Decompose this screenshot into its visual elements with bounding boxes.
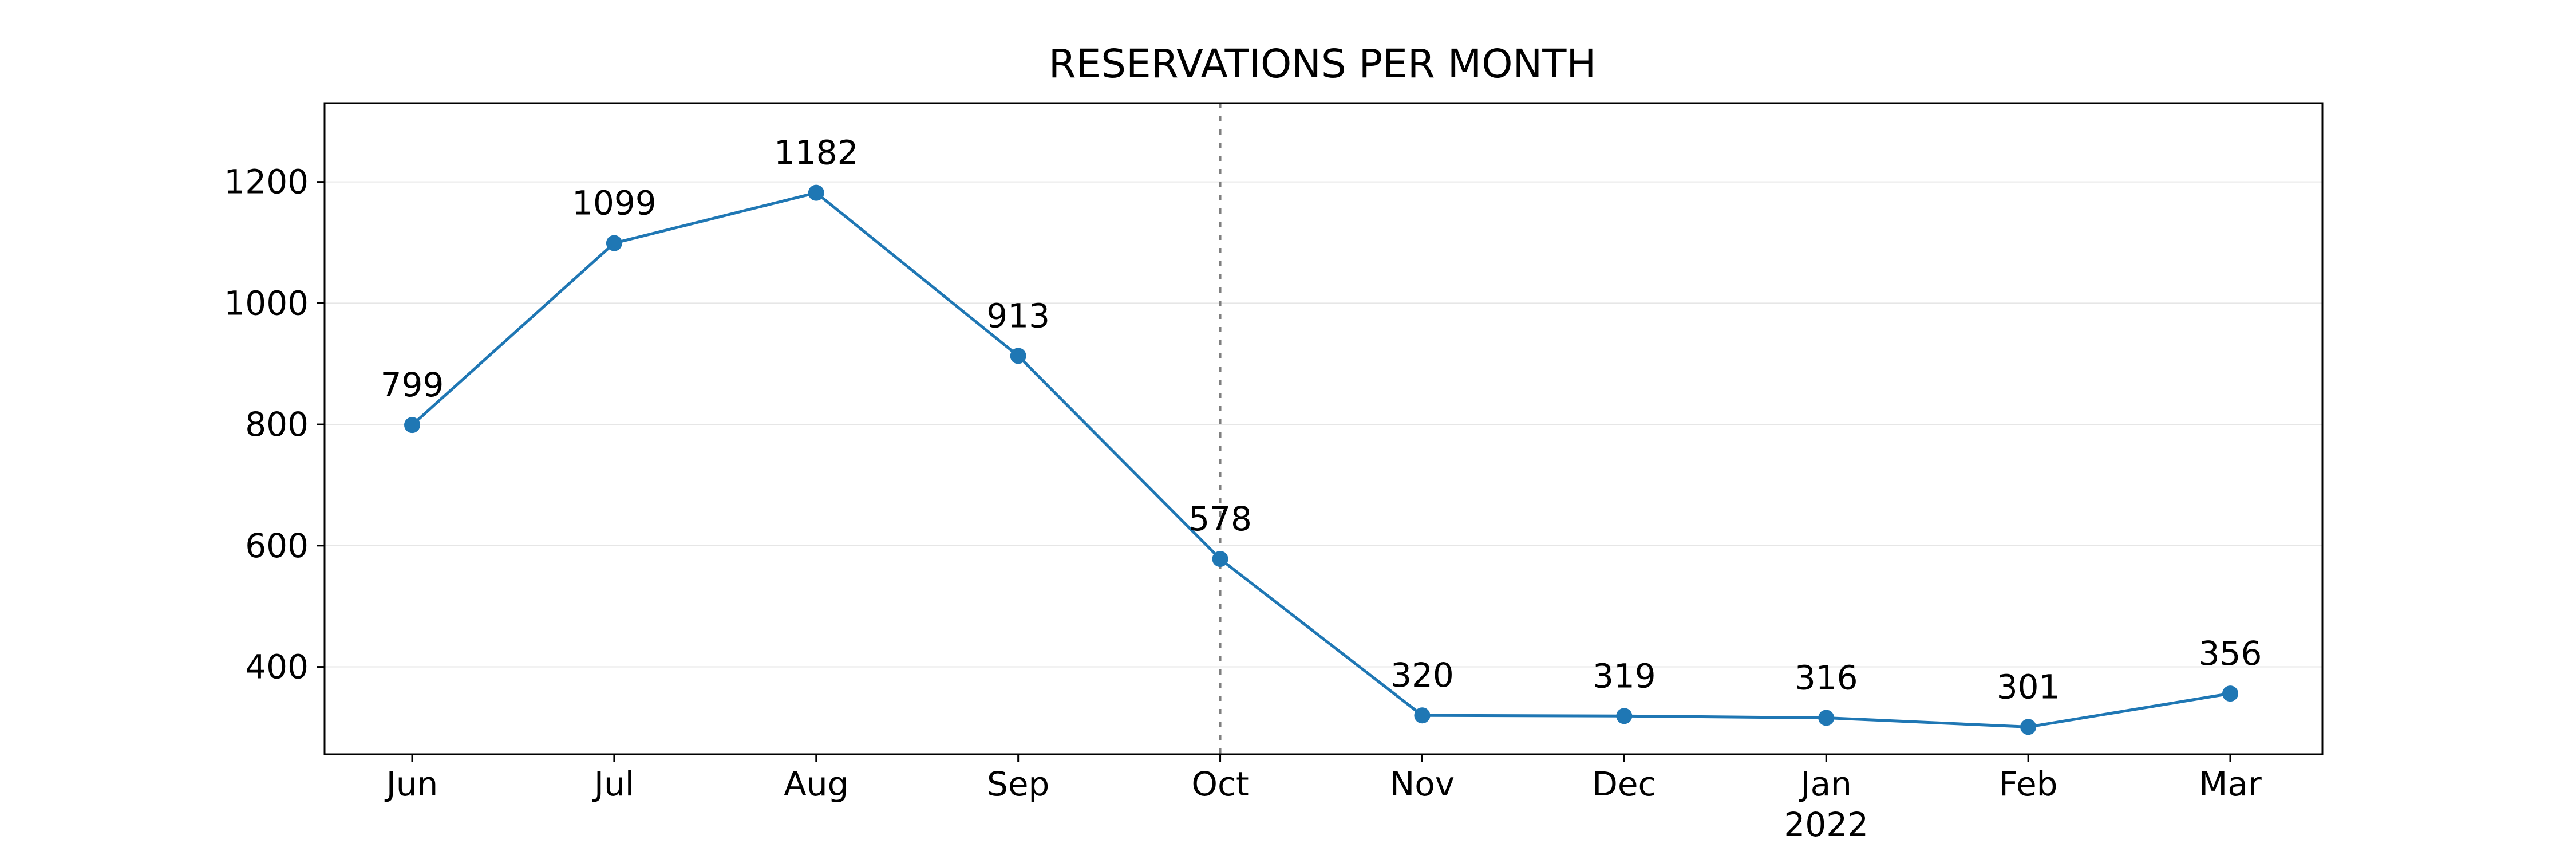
data-point bbox=[606, 235, 622, 251]
data-point bbox=[1414, 707, 1431, 724]
y-tick-label: 800 bbox=[245, 405, 309, 444]
data-point bbox=[1212, 551, 1228, 568]
data-label: 356 bbox=[2199, 634, 2262, 673]
y-tick-label: 600 bbox=[245, 526, 309, 565]
series-line bbox=[411, 191, 2231, 728]
y-tick-label: 1000 bbox=[224, 283, 309, 322]
data-label: 1182 bbox=[774, 133, 859, 172]
y-tick-label: 1200 bbox=[224, 163, 309, 202]
x-tick-label: Jun bbox=[385, 765, 438, 803]
data-label: 799 bbox=[381, 365, 444, 404]
data-label: 319 bbox=[1593, 656, 1656, 695]
data-label: 316 bbox=[1795, 658, 1858, 697]
data-label: 578 bbox=[1188, 499, 1252, 538]
data-label: 301 bbox=[1997, 667, 2060, 706]
x-tick-label: Dec bbox=[1592, 765, 1656, 803]
data-point bbox=[1616, 708, 1633, 724]
plot-frame bbox=[323, 102, 2324, 755]
data-point bbox=[808, 184, 824, 201]
data-point bbox=[1818, 710, 1835, 726]
y-axis: 400 600 800 1000 1200 bbox=[224, 163, 325, 687]
data-label: 913 bbox=[986, 296, 1050, 335]
points-group bbox=[404, 184, 2238, 735]
x-tick-sublabel: 2022 bbox=[1784, 805, 1868, 844]
data-labels-group: 799 1099 1182 913 578 320 319 316 301 356 bbox=[381, 133, 2262, 707]
data-label: 1099 bbox=[572, 184, 657, 223]
x-tick-label: Feb bbox=[1999, 765, 2058, 803]
data-point bbox=[2020, 719, 2037, 735]
data-point bbox=[1010, 348, 1026, 364]
x-tick-label: Mar bbox=[2199, 765, 2262, 803]
data-point bbox=[2222, 685, 2238, 702]
data-point bbox=[404, 417, 420, 434]
x-tick-label: Aug bbox=[784, 765, 848, 803]
chart-title: RESERVATIONS PER MONTH bbox=[1049, 41, 1596, 87]
gridlines bbox=[325, 181, 2322, 668]
x-tick-label: Jul bbox=[592, 765, 634, 803]
x-tick-label: Sep bbox=[987, 765, 1049, 803]
series-group bbox=[411, 191, 2231, 728]
y-tick-label: 400 bbox=[245, 648, 309, 687]
plot-background bbox=[325, 103, 2322, 754]
x-tick-label: Nov bbox=[1390, 765, 1455, 803]
data-label: 320 bbox=[1390, 656, 1454, 695]
x-tick-label: Jan bbox=[1799, 765, 1852, 803]
x-tick-label: Oct bbox=[1191, 765, 1249, 803]
